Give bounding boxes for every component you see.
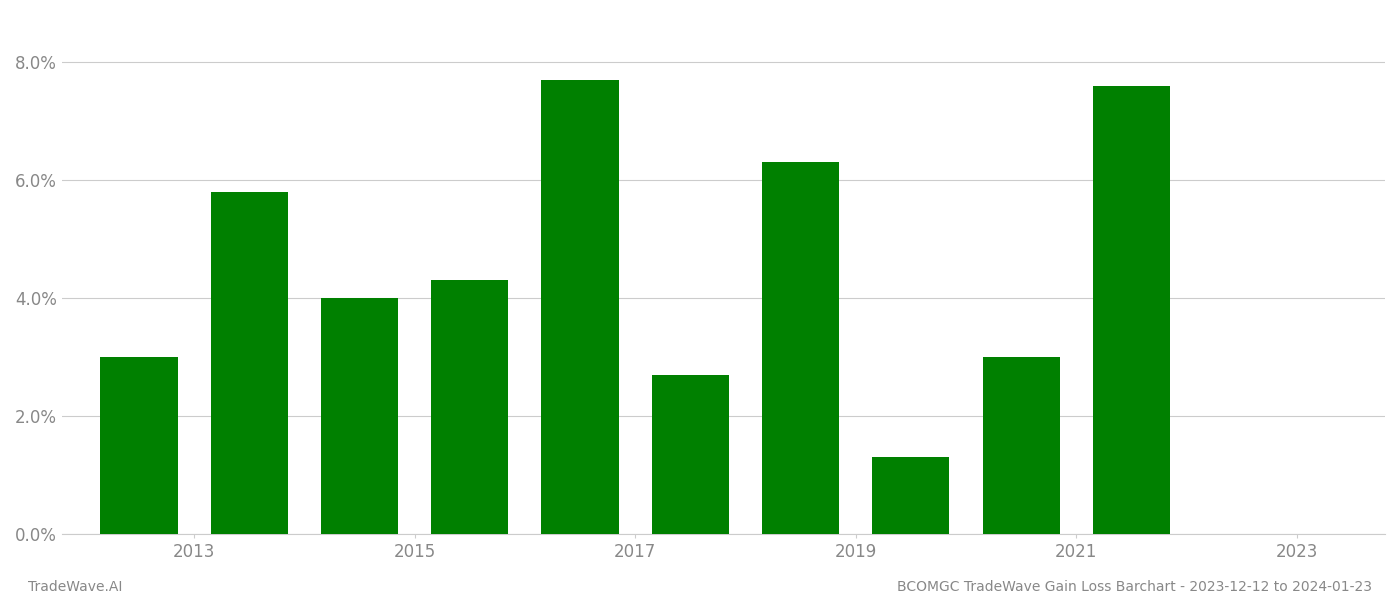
Bar — [211, 192, 288, 534]
Text: TradeWave.AI: TradeWave.AI — [28, 580, 122, 594]
Bar — [101, 357, 178, 534]
Bar — [762, 163, 839, 534]
Bar — [983, 357, 1060, 534]
Bar — [652, 375, 729, 534]
Bar — [431, 280, 508, 534]
Bar — [1093, 86, 1170, 534]
Bar — [321, 298, 398, 534]
Bar — [542, 80, 619, 534]
Text: BCOMGC TradeWave Gain Loss Barchart - 2023-12-12 to 2024-01-23: BCOMGC TradeWave Gain Loss Barchart - 20… — [897, 580, 1372, 594]
Bar — [872, 457, 949, 534]
